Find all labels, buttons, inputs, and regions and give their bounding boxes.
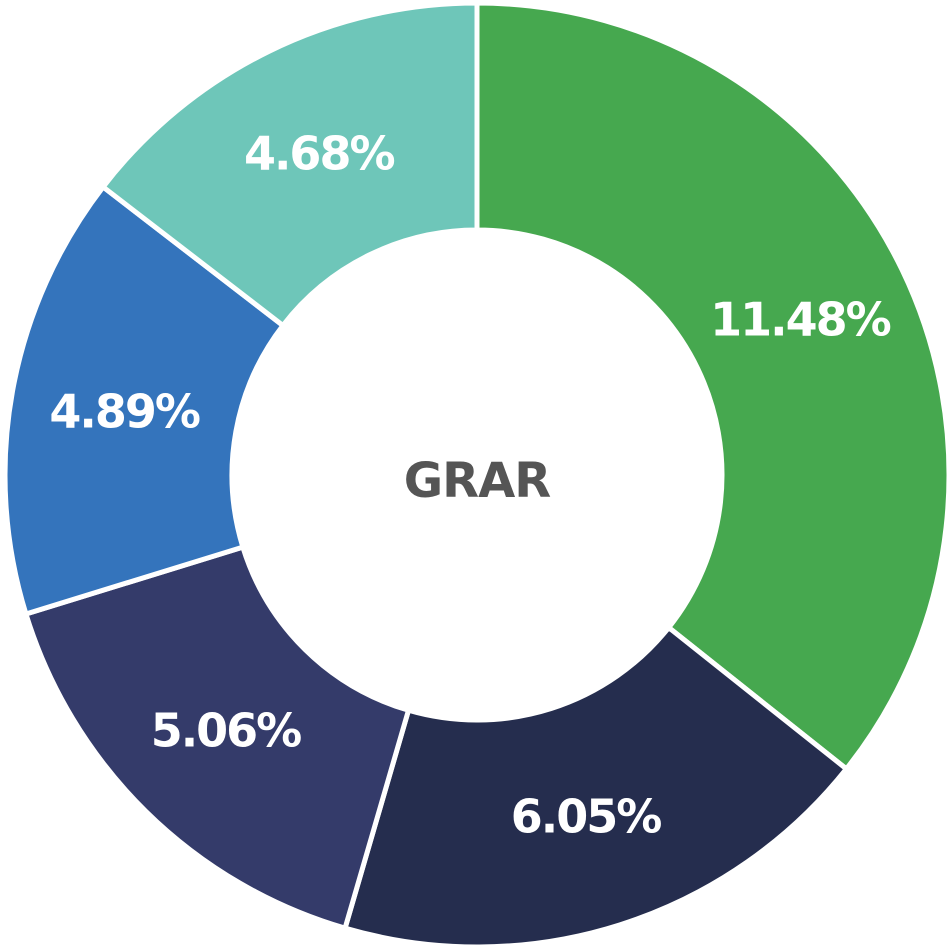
value-label: 6.05% — [511, 790, 661, 844]
value-label: 4.68% — [244, 126, 394, 180]
donut-slice — [22, 544, 412, 932]
donut-slice — [99, 0, 480, 329]
donut-slice — [341, 624, 850, 947]
value-label: 11.48% — [710, 292, 891, 346]
donut-slice — [2, 183, 287, 618]
center-text: GRAR — [404, 453, 551, 509]
donut-slice — [474, 0, 952, 773]
value-label: 4.89% — [49, 384, 199, 438]
value-label: 5.06% — [151, 703, 301, 757]
